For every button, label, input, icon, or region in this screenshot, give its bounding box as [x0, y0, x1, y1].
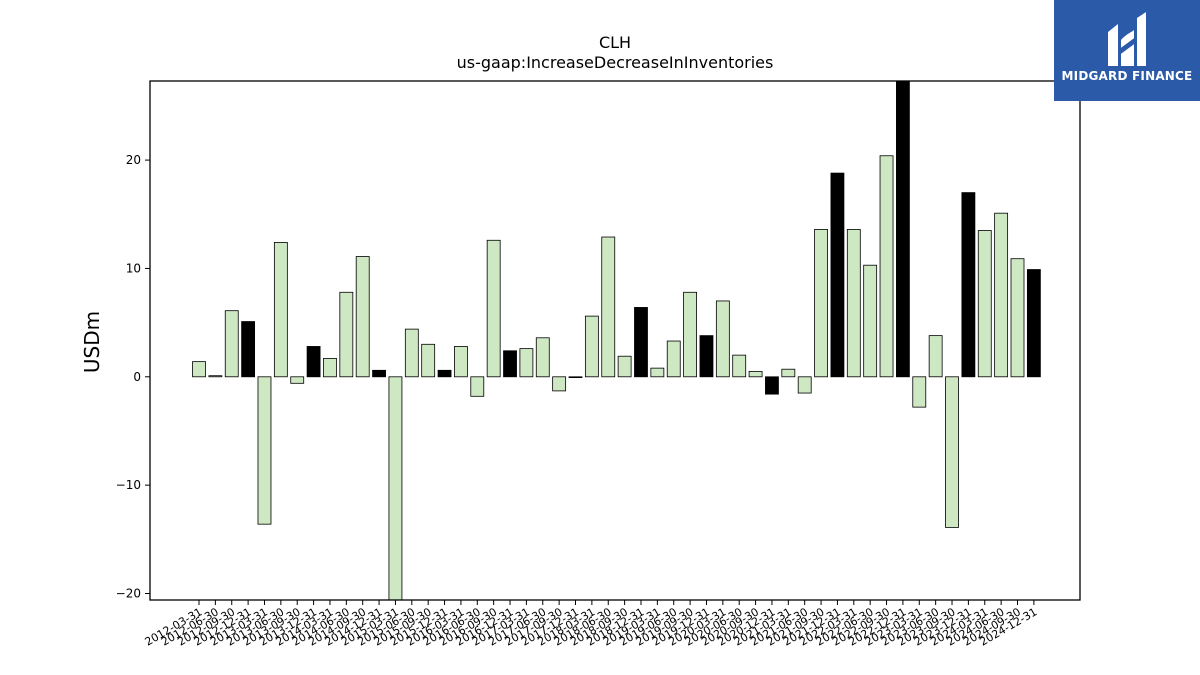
bar-2015-09-30 — [421, 343, 436, 378]
chart-title: CLH — [599, 33, 631, 52]
bar-2013-09-30 — [290, 376, 305, 384]
bar-2016-06-30 — [470, 376, 485, 397]
bar-2013-03-31 — [257, 376, 272, 525]
bar-2013-12-31 — [306, 346, 321, 378]
brand-name: MIDGARD FINANCE — [1061, 69, 1193, 83]
bar-2020-06-30 — [732, 354, 747, 378]
bar-2015-06-30 — [404, 328, 419, 378]
y-tick-label: 10 — [126, 261, 141, 275]
bar-2023-03-31 — [912, 376, 927, 408]
bar-2015-03-31 — [388, 376, 403, 601]
midgard-logo-icon — [1108, 12, 1146, 66]
bar-2024-09-30 — [1010, 258, 1025, 378]
y-axis-label: USDm — [80, 311, 104, 373]
bar-2022-12-31 — [896, 80, 910, 378]
bar-2019-12-31 — [699, 335, 714, 378]
bar-2021-06-30 — [797, 376, 812, 394]
bar-2020-03-31 — [715, 300, 730, 378]
bar-2013-06-30 — [273, 242, 288, 378]
brand-logo: MIDGARD FINANCE — [1054, 0, 1200, 101]
bar-2017-03-31 — [519, 348, 534, 378]
bar-2012-09-30 — [224, 310, 239, 378]
y-tick-label: 0 — [133, 370, 141, 384]
bar-2018-06-30 — [601, 236, 616, 378]
bars-layer — [192, 80, 1041, 601]
bar-2021-12-31 — [830, 172, 845, 378]
bar-2019-06-30 — [666, 340, 681, 378]
bar-2017-12-31 — [568, 376, 583, 378]
bar-2012-12-31 — [241, 321, 256, 378]
bar-2021-09-30 — [814, 229, 828, 378]
bar-2018-03-31 — [584, 315, 599, 378]
bar-2022-09-30 — [879, 155, 894, 378]
bar-2020-09-30 — [748, 370, 763, 378]
bar-2014-06-30 — [339, 291, 354, 378]
bar-2017-09-30 — [552, 376, 567, 392]
bar-2023-06-30 — [928, 335, 943, 378]
bar-2015-12-31 — [437, 369, 452, 378]
bar-2012-03-31 — [192, 361, 206, 378]
bar-2016-09-30 — [486, 239, 501, 378]
bar-2014-03-31 — [323, 357, 337, 378]
bar-2022-06-30 — [863, 264, 878, 378]
plot-frame — [149, 80, 1081, 601]
bar-2021-03-31 — [781, 368, 796, 378]
bar-2022-03-31 — [846, 229, 861, 378]
bar-2019-03-31 — [650, 367, 665, 378]
bar-2014-12-31 — [372, 369, 386, 378]
chart-subtitle: us-gaap:IncreaseDecreaseInInventories — [457, 53, 774, 72]
bar-2017-06-30 — [535, 337, 550, 378]
bar-2024-03-31 — [977, 230, 992, 378]
y-tick-label: −20 — [116, 586, 141, 600]
bar-2023-09-30 — [945, 376, 959, 528]
y-tick-label: 20 — [126, 153, 141, 167]
bar-2024-12-31 — [1026, 269, 1041, 378]
bar-2016-03-31 — [454, 346, 468, 378]
bar-2024-06-30 — [994, 212, 1009, 378]
bar-2018-09-30 — [617, 355, 632, 378]
y-ticks: −20 −10 0 10 20 — [116, 153, 150, 600]
bar-2019-09-30 — [683, 291, 697, 378]
bar-2023-12-31 — [961, 192, 976, 378]
x-ticks: 2012-03-312012-06-302012-09-302012-12-31… — [143, 600, 1039, 649]
bar-2014-09-30 — [355, 256, 370, 378]
bar-2018-12-31 — [634, 307, 648, 378]
bar-2012-06-30 — [208, 375, 223, 378]
bar-2016-12-31 — [503, 350, 517, 378]
y-tick-label: −10 — [116, 478, 141, 492]
bar-2020-12-31 — [765, 376, 779, 395]
